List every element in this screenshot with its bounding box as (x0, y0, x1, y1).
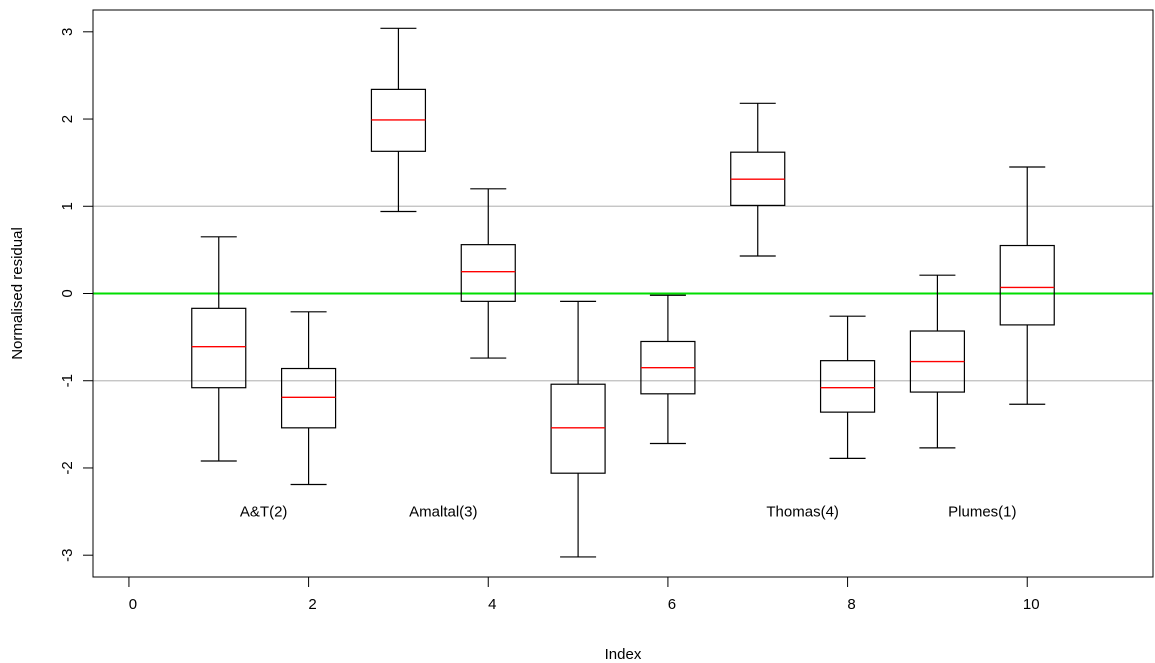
y-tick-label: 0 (59, 289, 76, 297)
x-tick-label: 0 (129, 596, 137, 613)
box-3 (370, 27, 427, 213)
iqr-box (460, 244, 516, 302)
group-label: Plumes(1) (948, 504, 1016, 521)
box-4 (460, 188, 516, 359)
box-2 (280, 311, 337, 486)
y-tick-label: -3 (59, 549, 76, 562)
x-tick-label: 2 (308, 596, 316, 613)
iqr-box (819, 360, 876, 413)
box-9 (909, 274, 966, 449)
iqr-box (280, 367, 337, 429)
x-tick-label: 4 (488, 596, 496, 613)
x-axis-label: Index (605, 646, 642, 663)
iqr-box (550, 383, 606, 474)
box-10 (999, 166, 1055, 405)
x-axis: 0 2 4 6 8 10 (128, 576, 1040, 613)
y-tick-label: -1 (59, 374, 76, 387)
y-axis-label: Normalised residual (9, 227, 26, 360)
y-tick-label: -2 (59, 461, 76, 474)
group-label: A&T(2) (240, 504, 288, 521)
group-label: Amaltal(3) (409, 504, 477, 521)
box-1 (191, 236, 247, 462)
box-8 (819, 315, 876, 459)
iqr-box (999, 244, 1055, 326)
box-6 (640, 294, 696, 445)
group-annotations: A&T(2) Amaltal(3) Thomas(4) Plumes(1) (240, 504, 1017, 521)
x-tick-label: 8 (847, 596, 855, 613)
x-tick-label: 10 (1023, 596, 1040, 613)
group-label: Thomas(4) (766, 504, 839, 521)
reference-lines (93, 205, 1153, 382)
y-tick-label: 3 (59, 28, 76, 36)
iqr-box (191, 307, 247, 389)
y-axis: -3 -2 -1 0 1 2 3 (59, 28, 94, 562)
y-tick-label: 1 (59, 202, 76, 210)
box-series (191, 27, 1055, 558)
box-5 (550, 300, 606, 558)
y-tick-label: 2 (59, 115, 76, 123)
box-7 (730, 102, 786, 257)
x-tick-label: 6 (668, 596, 676, 613)
